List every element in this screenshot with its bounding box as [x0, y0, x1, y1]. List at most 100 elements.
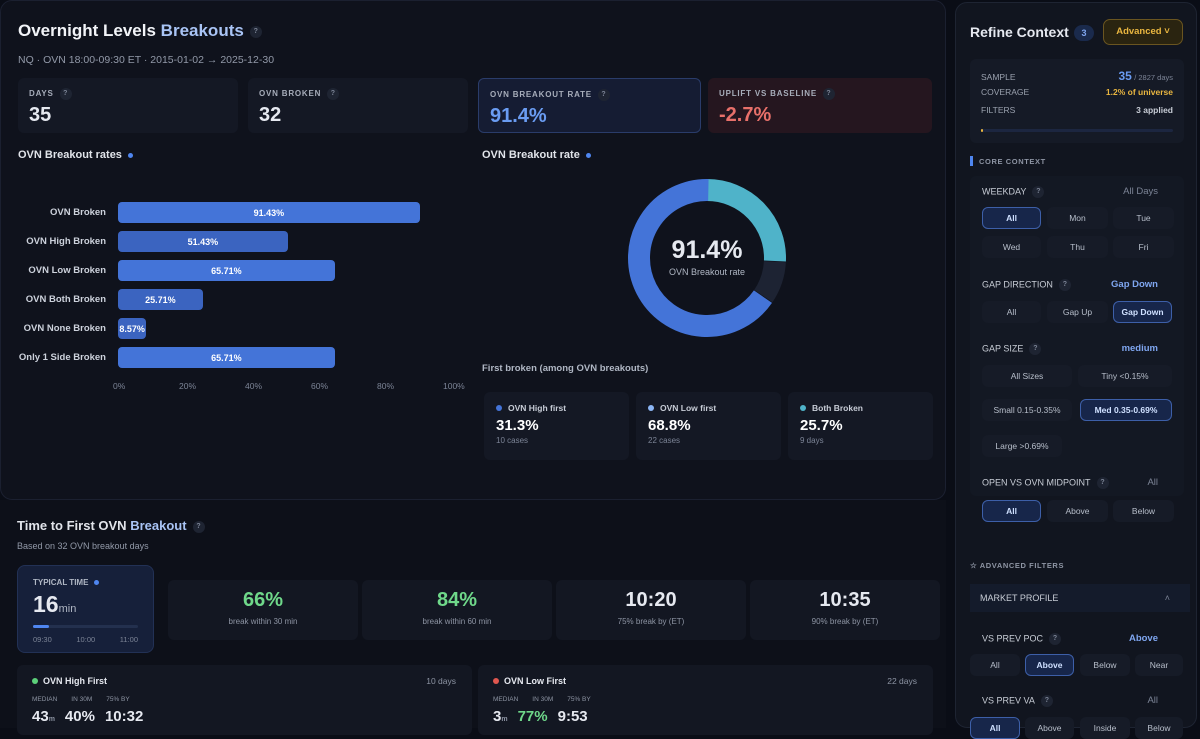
gap_size-option[interactable]: Med 0.35-0.69% [1080, 399, 1172, 421]
weekday-option[interactable]: Tue [1113, 207, 1174, 229]
bar[interactable]: 25.71% [118, 289, 203, 310]
x-tick-label: 60% [311, 381, 329, 391]
poc-option[interactable]: All [970, 654, 1020, 676]
weekday-value[interactable]: All Days [1123, 186, 1158, 197]
stat-75-by: 10:20 75% break by (ET) [556, 580, 746, 640]
donut-center-value: 91.4% [671, 236, 743, 264]
info-dot-icon [127, 152, 133, 158]
x-tick-label: 80% [377, 381, 395, 391]
gap_dir-value[interactable]: Gap Down [1111, 279, 1158, 290]
gap_dir-option[interactable]: Gap Up [1047, 301, 1108, 323]
bar-label: Only 1 Side Broken [18, 352, 106, 363]
gap_size-option[interactable]: Small 0.15-0.35% [982, 399, 1072, 421]
advanced-filters-heading: ☆ ADVANCED FILTERS [970, 561, 1065, 570]
va-option[interactable]: Below [1135, 717, 1183, 739]
donut-title: OVN Breakout rate [482, 149, 591, 161]
weekday-option[interactable]: Fri [1113, 236, 1174, 258]
donut-center-label: OVN Breakout rate [668, 267, 746, 277]
chevron-up-icon: ˄ [1164, 593, 1170, 603]
legend-dot-icon [496, 405, 502, 411]
help-icon[interactable]: ? [597, 89, 610, 101]
weekday-option[interactable]: Thu [1047, 236, 1108, 258]
poc-label: VS PREV POC? [982, 633, 1062, 645]
help-icon[interactable]: ? [59, 88, 72, 100]
gap_dir-option[interactable]: Gap Down [1113, 301, 1172, 323]
coverage-bar [981, 129, 1173, 132]
first-broken-both: Both Broken 25.7% 9 days [788, 392, 933, 460]
stat-90-by: 10:35 90% break by (ET) [750, 580, 940, 640]
first-broken-high: OVN High first 31.3% 10 cases [484, 392, 629, 460]
poc-option[interactable]: Below [1080, 654, 1130, 676]
help-icon[interactable]: ? [192, 520, 205, 533]
poc-option[interactable]: Above [1025, 654, 1074, 676]
advanced-button[interactable]: Advanced ˅ [1103, 19, 1183, 45]
bar-label: OVN High Broken [26, 236, 106, 247]
bar[interactable]: 65.71% [118, 347, 335, 368]
poc-value[interactable]: Above [1128, 633, 1158, 644]
gap_size-label: GAP SIZE? [982, 343, 1042, 355]
refine-sidebar: Refine Context 3 Advanced ˅ SAMPLE 35 / 2… [955, 2, 1197, 739]
x-tick-label: 0% [113, 381, 126, 391]
sidebar-title: Refine Context [970, 24, 1069, 40]
bar[interactable]: 65.71% [118, 260, 335, 281]
gap_size-option[interactable]: Large >0.69% [982, 435, 1062, 457]
help-icon[interactable]: ? [1058, 279, 1071, 291]
bar-label: OVN Low Broken [28, 265, 106, 276]
status-dot-icon [32, 678, 38, 684]
bar[interactable]: 51.43% [118, 231, 288, 252]
high-first-card: OVN High First 10 days MEDIAN IN 30M 75% B… [17, 665, 472, 735]
open_mid-option[interactable]: All [982, 500, 1041, 522]
open_mid-option[interactable]: Below [1113, 500, 1174, 522]
x-tick-label: 100% [443, 381, 465, 391]
donut-chart [628, 179, 786, 337]
bar-label: OVN Broken [50, 207, 106, 218]
gap_dir-option[interactable]: All [982, 301, 1041, 323]
help-icon[interactable]: ? [822, 88, 835, 100]
market-profile-toggle[interactable]: MARKET PROFILE ˄ [970, 584, 1190, 612]
poc-option[interactable]: Near [1135, 654, 1183, 676]
help-icon[interactable]: ? [1040, 695, 1053, 707]
stat-within-60: 84% break within 60 min [362, 580, 552, 640]
help-icon[interactable]: ? [1096, 477, 1109, 489]
weekday-label: WEEKDAY? [982, 186, 1045, 198]
va-option[interactable]: Above [1025, 717, 1074, 739]
star-icon: ☆ [970, 561, 978, 570]
gap_size-option[interactable]: Tiny <0.15% [1078, 365, 1172, 387]
bar[interactable]: 91.43% [118, 202, 420, 223]
page-subtitle: NQ · OVN 18:00-09:30 ET · 2015-01-02 → 2… [18, 54, 275, 66]
gap_size-value[interactable]: medium [1121, 343, 1158, 354]
first-broken-title: First broken (among OVN breakouts) [482, 363, 649, 374]
open_mid-value[interactable]: All [1147, 477, 1158, 488]
donut-slice[interactable] [628, 179, 772, 337]
bar-label: OVN Both Broken [25, 294, 106, 305]
timing-subtitle: Based on 32 OVN breakout days [17, 541, 149, 551]
help-icon[interactable]: ? [1049, 633, 1062, 645]
donut-slice[interactable] [753, 260, 786, 303]
va-value[interactable]: All [1147, 695, 1158, 706]
weekday-option[interactable]: Wed [982, 236, 1041, 258]
info-dot-icon [585, 152, 591, 158]
va-label: VS PREV VA? [982, 695, 1053, 707]
help-icon[interactable]: ? [327, 88, 340, 100]
open_mid-option[interactable]: Above [1047, 500, 1108, 522]
help-icon[interactable]: ? [1032, 186, 1045, 198]
help-icon[interactable]: ? [249, 25, 262, 38]
bar[interactable]: 8.57% [118, 318, 147, 339]
status-dot-icon [493, 678, 499, 684]
open_mid-label: OPEN VS OVN MIDPOINT? [982, 477, 1109, 489]
kpi-breakout-rate: OVN BREAKOUT RATE? 91.4% [478, 78, 701, 133]
filter-count-badge: 3 [1074, 25, 1094, 41]
weekday-option[interactable]: Mon [1047, 207, 1108, 229]
va-option[interactable]: Inside [1080, 717, 1130, 739]
stat-within-30: 66% break within 30 min [168, 580, 358, 640]
help-icon[interactable]: ? [1029, 343, 1042, 355]
kpi-ovn-broken: OVN BROKEN? 32 [248, 78, 468, 133]
gap_size-option[interactable]: All Sizes [982, 365, 1072, 387]
donut-slice[interactable] [706, 179, 786, 262]
breakouts-panel: Overnight Levels Breakouts? NQ · OVN 18:… [0, 0, 946, 500]
va-option[interactable]: All [970, 717, 1020, 739]
bar-chart-title: OVN Breakout rates [18, 149, 133, 161]
weekday-option[interactable]: All [982, 207, 1041, 229]
timing-title: Time to First OVN Breakout? [17, 518, 205, 533]
legend-dot-icon [800, 405, 806, 411]
